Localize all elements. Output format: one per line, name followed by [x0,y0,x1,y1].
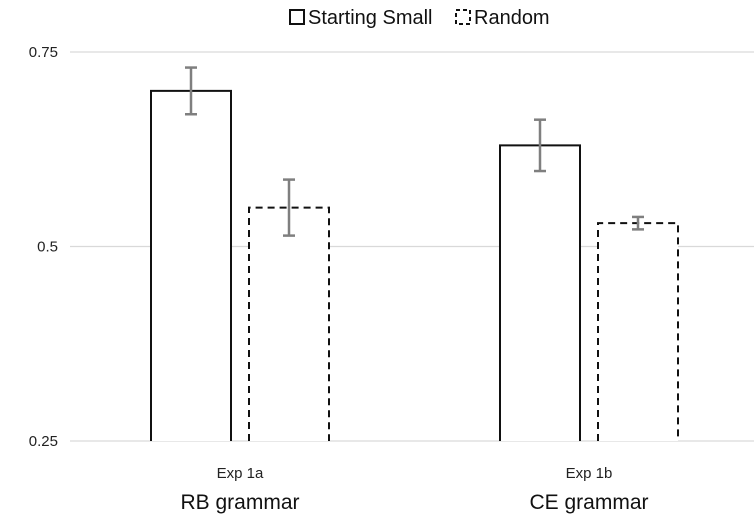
x-category-label: Exp 1b [566,465,613,482]
bar-fill [598,223,678,441]
bar-fill [500,145,580,442]
y-axis-tick-labels: 0.25 0.5 0.75 [29,44,58,450]
x-category-sublabel: RB grammar [180,491,299,514]
legend-swatch [455,9,471,25]
legend-label: Random [474,7,550,29]
bar-fill [249,207,329,441]
legend: Starting Small Random [289,7,550,29]
legend-label: Starting Small [308,7,433,29]
y-tick-label: 0.5 [37,239,58,256]
y-tick-label: 0.25 [29,433,58,450]
y-tick-label: 0.75 [29,44,58,61]
x-category-label: Exp 1a [217,465,264,482]
legend-swatch [289,9,305,25]
error-bars [185,66,644,237]
bar-fill [151,90,231,442]
x-category-sublabel: CE grammar [529,491,648,514]
x-axis-labels: Exp 1a RB grammar Exp 1b CE grammar [180,465,648,514]
bars [150,89,679,442]
